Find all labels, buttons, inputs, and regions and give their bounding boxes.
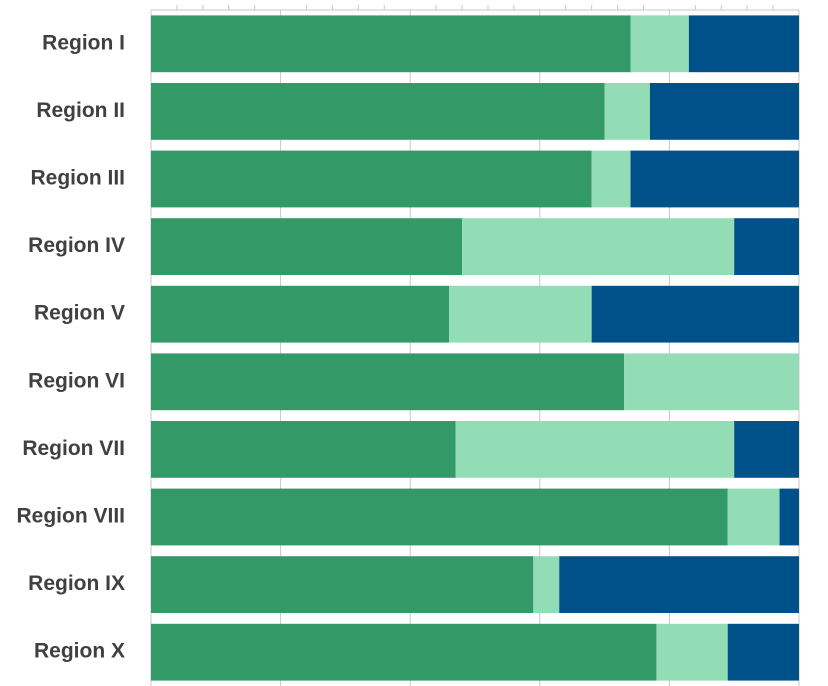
bar-segment	[779, 488, 799, 546]
bar-segment	[462, 218, 735, 275]
y-tick-label: Region X	[34, 640, 125, 663]
bar-segment	[151, 285, 450, 343]
y-tick-label: Region V	[34, 302, 125, 325]
y-tick-label: Region III	[31, 167, 126, 190]
bar-segment	[151, 150, 592, 208]
y-tick-label: Region I	[42, 31, 125, 54]
bar-segment	[734, 218, 799, 275]
bar-segment	[151, 15, 631, 73]
bar-segment	[624, 353, 799, 411]
bar-segment	[151, 83, 605, 140]
bar-segment	[630, 150, 799, 208]
bar-segment	[656, 623, 728, 681]
y-tick-label: Region IV	[28, 234, 125, 257]
bar-segment	[449, 285, 592, 343]
bar-segment	[151, 556, 534, 613]
bar-segment	[630, 15, 689, 73]
y-tick-label: Region VI	[28, 369, 125, 392]
y-tick-label: Region VII	[22, 437, 125, 460]
bar-segment	[455, 421, 735, 478]
bar-segment	[151, 421, 456, 478]
y-tick-label: Region VIII	[16, 505, 125, 528]
bar-segment	[727, 488, 780, 546]
bar-segment	[591, 285, 799, 343]
bar-segment	[151, 488, 728, 546]
bar-segment	[688, 15, 799, 73]
y-tick-label: Region IX	[28, 572, 125, 595]
bar-segment	[533, 556, 560, 613]
bar-segment	[591, 150, 631, 208]
bar-segment	[151, 353, 625, 411]
y-tick-label: Region II	[36, 99, 125, 122]
bar-segment	[649, 83, 799, 140]
bar-segment	[559, 556, 799, 613]
bar-segment	[734, 421, 799, 478]
bar-segment	[727, 623, 799, 681]
bar-segment	[151, 218, 463, 275]
bar-segment	[604, 83, 650, 140]
bar-segment	[151, 623, 657, 681]
